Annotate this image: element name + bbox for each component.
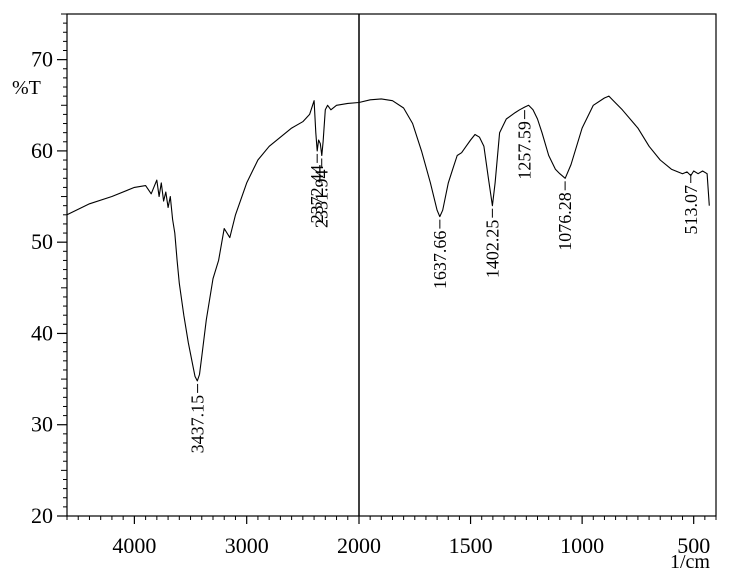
peak-label: 3437.15	[188, 395, 208, 454]
peak-annotation-0: 3437.15	[188, 383, 208, 454]
y-major-ticks: 20 30 40 50 60 70	[31, 47, 67, 528]
peak-label: 2372.44	[307, 165, 327, 224]
peak-label: 1076.28	[555, 192, 575, 251]
peak-label: 1257.59	[515, 121, 535, 179]
x-tick-label: 1000	[560, 533, 604, 558]
x-tick-label: 3000	[225, 533, 269, 558]
y-tick-label: 60	[31, 138, 53, 163]
y-tick-label: 20	[31, 503, 53, 528]
series-layer	[66, 95, 710, 382]
peak-annotation-2: 2331.94	[312, 158, 332, 228]
x-tick-label: 2000	[337, 533, 381, 558]
y-tick-label: 50	[31, 229, 53, 254]
peak-label: 1637.66	[430, 231, 450, 290]
x-minor-ticks	[66, 516, 717, 520]
peak-annotation-6: 1076.28	[555, 181, 575, 251]
peak-label: 2331.94	[312, 169, 332, 228]
peak-annotation-3: 1637.66	[430, 219, 450, 290]
y-axis-label: %T	[12, 77, 41, 99]
x-tick-label: 1500	[449, 533, 493, 558]
peak-label: 513.07	[681, 185, 701, 235]
x-axis-label: 1/cm	[670, 551, 710, 573]
peak-annotation-4: 1402.25	[482, 208, 502, 279]
y-minor-ticks	[61, 13, 67, 508]
peak-annotation-5: 1257.59	[515, 110, 535, 180]
x-tick-label: 500	[677, 533, 710, 558]
y-tick-label: 70	[31, 47, 53, 72]
plot-frame	[66, 13, 717, 517]
peak-annotation-7: 513.07	[681, 173, 701, 235]
x-tick-label: 4000	[112, 533, 156, 558]
peak-label: 1402.25	[482, 220, 502, 279]
y-tick-label: 30	[31, 412, 53, 437]
x-major-ticks: 4000 3000 2000 1500 1000 500	[112, 516, 710, 558]
peak-annotation-1: 2372.44	[307, 153, 327, 224]
spectrum-line-0	[66, 95, 710, 382]
y-tick-label: 40	[31, 320, 53, 345]
